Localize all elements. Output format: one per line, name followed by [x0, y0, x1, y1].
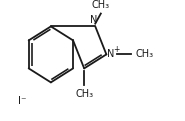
Text: +: + [113, 45, 120, 54]
Text: CH₃: CH₃ [135, 49, 153, 59]
Text: CH₃: CH₃ [75, 89, 93, 98]
Text: N: N [90, 15, 97, 25]
Text: N: N [107, 49, 115, 59]
Text: CH₃: CH₃ [92, 0, 110, 10]
Text: I⁻: I⁻ [18, 96, 26, 106]
